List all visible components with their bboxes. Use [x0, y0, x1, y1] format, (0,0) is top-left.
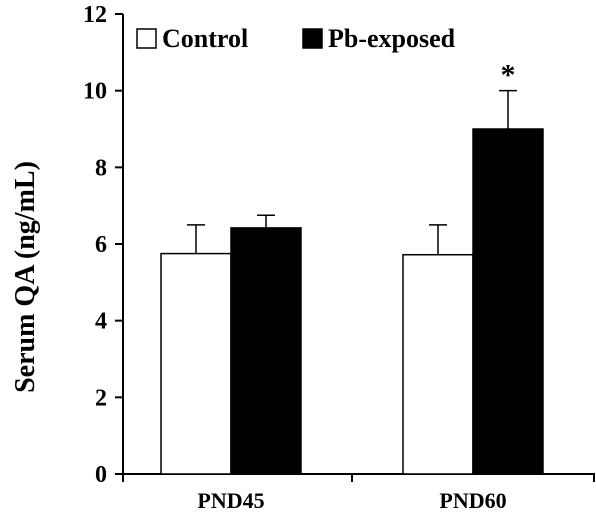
- legend-label-control: Control: [162, 24, 248, 53]
- error-bars: [187, 89, 517, 255]
- legend: Control Pb-exposed: [136, 24, 456, 53]
- y-tick-label: 8: [95, 155, 107, 181]
- legend-label-pb-exposed: Pb-exposed: [328, 24, 456, 53]
- bars: [160, 128, 544, 475]
- bar-pb-exposed-pnd45: [230, 227, 302, 475]
- y-tick-label: 0: [95, 462, 107, 488]
- y-tick-label: 2: [95, 385, 107, 411]
- bar-control-pnd60: [402, 253, 474, 475]
- y-tick-label: 6: [95, 232, 107, 258]
- significance-marker: *: [501, 59, 516, 92]
- y-tick-label: 4: [95, 309, 107, 335]
- bar-pb-exposed-pnd60: [472, 128, 544, 475]
- y-tick-label: 12: [83, 2, 107, 28]
- y-tick-label: 10: [83, 79, 107, 105]
- x-tick-label: PND60: [439, 488, 506, 513]
- y-axis-label: Serum QA (ng/mL): [10, 161, 41, 393]
- x-tick-label: PND45: [197, 488, 264, 513]
- legend-swatch-control: [136, 28, 157, 49]
- axis-labels: 0 2 4 6 8 10 12 PND45 PND60 *: [83, 2, 516, 513]
- bar-control-pnd45: [160, 252, 232, 475]
- legend-swatch-pb-exposed: [302, 28, 323, 49]
